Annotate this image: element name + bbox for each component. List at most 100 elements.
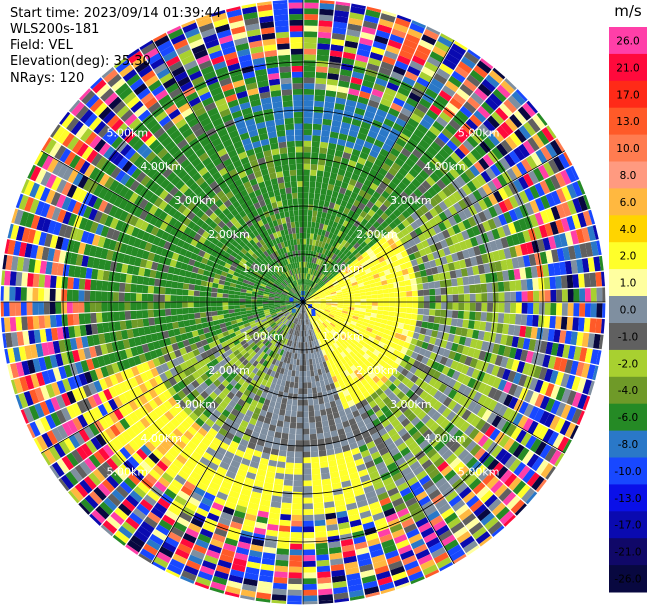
velocity-gate — [89, 245, 98, 257]
velocity-gate — [311, 468, 321, 475]
velocity-gate — [290, 37, 303, 44]
velocity-gate — [375, 29, 391, 40]
velocity-gate — [140, 220, 149, 232]
velocity-gate — [292, 296, 298, 300]
velocity-gate — [365, 291, 372, 296]
velocity-gate — [263, 44, 277, 52]
velocity-gate — [101, 461, 114, 475]
velocity-gate — [366, 63, 380, 72]
velocity-gate — [235, 449, 245, 458]
velocity-gate — [95, 156, 108, 170]
velocity-gate — [317, 205, 324, 212]
velocity-gate — [570, 259, 578, 274]
velocity-gate — [347, 23, 362, 32]
velocity-gate — [93, 138, 106, 153]
velocity-gate — [312, 358, 316, 365]
velocity-gate — [365, 9, 381, 19]
velocity-gate — [283, 386, 290, 393]
velocity-gate — [98, 417, 110, 430]
velocity-gate — [376, 285, 383, 291]
velocity-gate — [204, 378, 213, 387]
velocity-gate — [153, 197, 164, 208]
velocity-gate — [208, 166, 219, 176]
velocity-gate — [56, 194, 67, 209]
velocity-gate — [38, 315, 46, 329]
velocity-gate — [198, 413, 209, 423]
velocity-gate — [170, 33, 186, 45]
velocity-gate — [305, 353, 309, 360]
velocity-gate — [180, 538, 195, 549]
velocity-gate — [262, 552, 276, 560]
velocity-gate — [456, 88, 470, 101]
velocity-gate — [318, 266, 324, 273]
velocity-gate — [504, 78, 517, 91]
velocity-gate — [298, 318, 301, 325]
velocity-gate — [215, 343, 223, 351]
velocity-gate — [169, 336, 177, 345]
velocity-gate — [243, 578, 258, 587]
velocity-gate — [342, 51, 356, 60]
velocity-gate — [138, 394, 148, 405]
velocity-gate — [141, 114, 155, 126]
velocity-gate — [371, 46, 385, 56]
velocity-gate — [287, 228, 293, 235]
velocity-gate — [294, 274, 297, 281]
velocity-gate — [354, 60, 368, 69]
velocity-gate — [270, 370, 276, 378]
velocity-gate — [295, 306, 300, 312]
velocity-gate — [246, 270, 254, 276]
velocity-gate — [401, 209, 411, 219]
velocity-gate — [438, 148, 450, 160]
velocity-gate — [318, 153, 327, 160]
velocity-gate — [271, 252, 278, 259]
velocity-gate — [216, 29, 232, 39]
velocity-gate — [497, 249, 506, 261]
velocity-gate — [285, 286, 291, 292]
velocity-gate — [205, 161, 216, 172]
velocity-gate — [446, 156, 458, 168]
velocity-gate — [274, 340, 280, 347]
velocity-gate — [303, 583, 317, 590]
velocity-gate — [270, 90, 282, 98]
velocity-gate — [259, 409, 267, 417]
velocity-gate — [26, 423, 36, 439]
velocity-gate — [276, 288, 283, 293]
velocity-gate — [303, 578, 317, 585]
velocity-gate — [52, 340, 61, 354]
velocity-gate — [444, 171, 456, 183]
velocity-gate — [270, 267, 276, 274]
velocity-gate — [291, 275, 295, 281]
velocity-gate — [84, 279, 91, 290]
velocity-gate — [141, 147, 153, 159]
velocity-gate — [241, 282, 249, 287]
velocity-gate — [364, 213, 372, 222]
velocity-gate — [245, 186, 254, 194]
velocity-gate — [229, 316, 237, 322]
velocity-gate — [444, 271, 451, 280]
velocity-gate — [279, 248, 285, 255]
velocity-gate — [40, 171, 52, 187]
velocity-gate — [328, 286, 335, 291]
velocity-gate — [281, 308, 288, 312]
velocity-gate — [447, 262, 456, 271]
velocity-gate — [259, 271, 266, 277]
velocity-gate — [371, 88, 384, 98]
velocity-gate — [183, 320, 191, 327]
velocity-gate — [252, 374, 260, 382]
velocity-gate — [334, 235, 341, 243]
velocity-gate — [83, 371, 93, 384]
velocity-gate — [303, 302, 305, 308]
velocity-gate — [273, 577, 288, 584]
velocity-gate — [138, 240, 148, 250]
velocity-gate — [563, 151, 573, 166]
velocity-gate — [87, 194, 98, 208]
velocity-gate — [15, 394, 23, 410]
velocity-gate — [195, 507, 209, 518]
velocity-gate — [174, 548, 190, 560]
velocity-gate — [278, 285, 285, 290]
velocity-gate — [303, 399, 308, 406]
velocity-gate — [291, 245, 295, 252]
velocity-gate — [187, 296, 194, 302]
velocity-gate — [423, 150, 434, 161]
velocity-gate — [101, 291, 108, 302]
